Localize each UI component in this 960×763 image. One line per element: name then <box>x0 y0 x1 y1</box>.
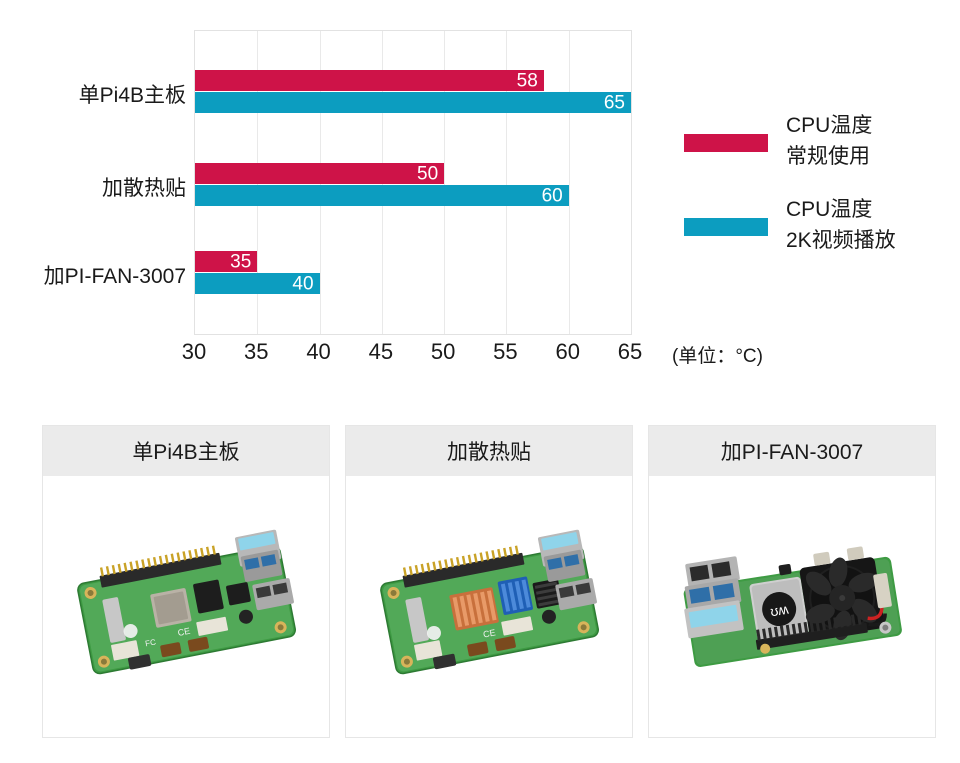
chart-plot-area: 58 65 50 60 35 40 <box>194 30 632 335</box>
legend-item-cpu-normal[interactable]: CPU温度 常规使用 <box>670 110 950 194</box>
legend-swatch-red <box>684 134 768 152</box>
gridline <box>444 31 446 334</box>
product-card-heatsink[interactable]: 加散热贴 <box>345 425 633 738</box>
category-axis-labels: 单Pi4B主板加散热贴加PI-FAN-3007 <box>0 30 186 335</box>
card-image-heatsink: CE <box>346 476 632 737</box>
svg-text:CE: CE <box>177 625 191 637</box>
chart-section: 单Pi4B主板 加散热贴 加PI-FAN-3007 58 65 50 60 35 40 30 3… <box>0 30 950 371</box>
product-card-pi4b[interactable]: 单Pi4B主板 <box>42 425 330 738</box>
bar-2k-video[interactable]: 40 <box>195 273 320 294</box>
x-axis-tick-labels: 30 35 40 45 50 55 60 65 <box>182 339 642 371</box>
legend-item-cpu-2k-video[interactable]: CPU温度 2K视频播放 <box>670 194 950 278</box>
legend-label-cpu-normal: CPU温度 常规使用 <box>786 110 872 172</box>
axis-unit-label: (单位：°C) <box>672 346 763 367</box>
category-label: 加PI-FAN-3007 <box>43 265 186 288</box>
x-tick-label: 35 <box>244 339 269 364</box>
bar-value-label: 58 <box>516 70 538 91</box>
category-label: 加散热贴 <box>102 177 186 200</box>
svg-text:CE: CE <box>482 627 496 639</box>
bar-group: 35 40 <box>195 251 631 294</box>
legend-label-line2: 2K视频播放 <box>786 229 896 252</box>
bar-normal[interactable]: 50 <box>195 163 445 184</box>
legend-swatch-teal <box>684 218 768 236</box>
x-tick-label: 30 <box>181 339 207 364</box>
card-image-pi4b: CE FC <box>43 476 329 737</box>
bar-2k-video[interactable]: 60 <box>195 185 569 206</box>
card-title-pi4b: 单Pi4B主板 <box>43 426 329 476</box>
gridline <box>568 31 570 334</box>
x-tick-label: 50 <box>430 339 456 364</box>
card-image-fan: ʊʍ <box>649 476 935 737</box>
x-tick-label: 40 <box>306 339 331 364</box>
x-tick-label: 55 <box>493 339 518 364</box>
bar-value-label: 35 <box>230 251 252 272</box>
x-tick-label: 65 <box>617 339 643 364</box>
bar-value-label: 50 <box>417 163 439 184</box>
bar-normal[interactable]: 35 <box>195 251 258 272</box>
legend-label-line1: CPU温度 <box>786 114 873 137</box>
raspberry-pi-4b-heatsinks-icon: CE <box>380 529 600 674</box>
card-title-fan: 加PI-FAN-3007 <box>649 426 935 476</box>
category-label: 单Pi4B主板 <box>78 84 186 107</box>
product-cards: 单Pi4B主板 <box>0 425 960 745</box>
svg-text:FC: FC <box>144 637 156 648</box>
svg-text:ʊʍ: ʊʍ <box>769 600 790 619</box>
legend-label-cpu-2k-video: CPU温度 2K视频播放 <box>786 194 896 256</box>
bar-value-label: 65 <box>603 92 625 113</box>
bar-group: 50 60 <box>195 163 631 206</box>
product-card-fan[interactable]: 加PI-FAN-3007 <box>648 425 936 738</box>
bar-normal[interactable]: 58 <box>195 70 544 91</box>
legend-label-line2: 常规使用 <box>786 145 870 168</box>
bar-group: 58 65 <box>195 70 631 113</box>
bar-2k-video[interactable]: 65 <box>195 92 631 113</box>
legend-label-line1: CPU温度 <box>786 198 873 221</box>
x-tick-label: 45 <box>368 339 394 364</box>
x-tick-label: 60 <box>555 339 580 364</box>
gridline <box>506 31 508 334</box>
bar-value-label: 60 <box>541 185 563 206</box>
raspberry-pi-4b-bare-icon: CE FC <box>77 529 297 674</box>
card-title-heatsink: 加散热贴 <box>346 426 632 476</box>
chart-legend: CPU温度 常规使用 CPU温度 2K视频播放 <box>670 110 950 278</box>
raspberry-pi-4b-fan-icon: ʊʍ <box>683 546 902 667</box>
bar-value-label: 40 <box>292 273 314 294</box>
